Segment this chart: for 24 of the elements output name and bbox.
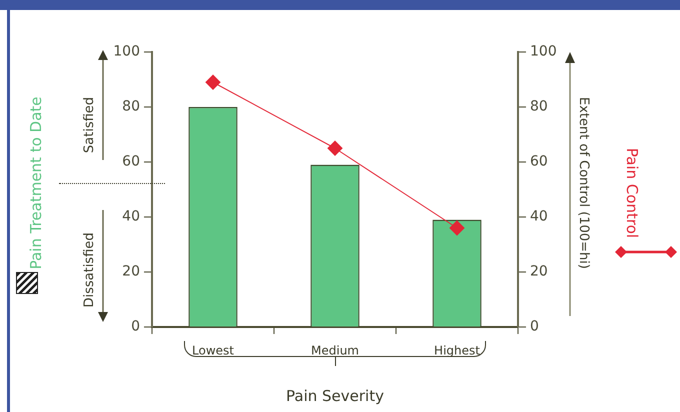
y2-tick-label: 40 [530, 208, 548, 225]
point [328, 140, 342, 156]
y2-tick-label: 20 [530, 264, 548, 280]
text: Pain Control [622, 146, 642, 240]
y2-axis-title: Extent of Control (100=hi) [575, 96, 592, 271]
text: Satisfied [81, 96, 98, 156]
text: Pain Treatment to Date [26, 96, 46, 272]
x-tick-label: Lowest [192, 343, 234, 358]
x-tick-label: Medium [311, 343, 359, 358]
y2-tick-label: 100 [530, 44, 557, 60]
y-tick-label: 0 [131, 318, 140, 335]
x-axis-title: Pain Severity [286, 386, 384, 405]
point [206, 74, 220, 90]
y2-tick-label: 60 [530, 154, 548, 170]
y-tick-label: 20 [122, 264, 140, 280]
point [450, 220, 464, 236]
y-tick-label: 60 [122, 154, 140, 170]
y-tick-label: 100 [113, 44, 140, 60]
y-tick-label: 80 [122, 98, 140, 115]
text: Dissatisfied [81, 231, 98, 310]
x-tick-label: Highest [434, 343, 480, 358]
y-tick-label: 40 [122, 208, 140, 225]
y2-tick-label: 80 [530, 98, 548, 115]
y2-tick-label: 0 [530, 318, 539, 335]
